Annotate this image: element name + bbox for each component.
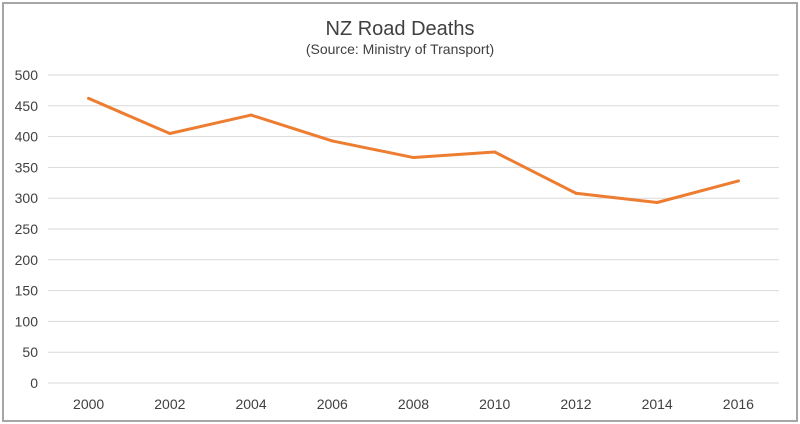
y-tick-label: 0 (30, 375, 38, 391)
y-tick-label: 400 (15, 129, 39, 145)
chart-title: NZ Road Deaths (326, 18, 475, 40)
y-tick-label: 250 (15, 221, 39, 237)
y-tick-label: 150 (15, 283, 39, 299)
chart-subtitle: (Source: Ministry of Transport) (306, 41, 494, 57)
y-tick-label: 500 (15, 67, 39, 83)
data-point (249, 113, 253, 117)
x-tick-label: 2008 (398, 396, 429, 412)
x-tick-label: 2014 (642, 396, 673, 412)
y-tick-label: 100 (15, 313, 39, 329)
gridlines (48, 74, 779, 384)
data-point (168, 132, 172, 136)
x-tick-label: 2016 (723, 396, 754, 412)
data-point (493, 150, 497, 154)
y-tick-label: 200 (15, 252, 39, 268)
y-tick-label: 300 (15, 190, 39, 206)
y-tick-label: 50 (22, 344, 38, 360)
data-point (87, 96, 91, 100)
series-layer (87, 96, 740, 205)
data-point (412, 156, 415, 160)
y-tick-label: 350 (15, 159, 39, 175)
data-point (655, 201, 659, 205)
x-tick-label: 2006 (317, 396, 348, 412)
x-tick-label: 2010 (479, 396, 510, 412)
y-axis-ticks: 0 50 100 150 200 250 300 350 400 450 500 (15, 67, 39, 391)
y-tick-label: 450 (15, 98, 39, 114)
x-tick-label: 2002 (154, 396, 185, 412)
x-tick-label: 2004 (235, 396, 266, 412)
data-point (330, 139, 334, 143)
x-tick-label: 2000 (73, 396, 104, 412)
data-point (736, 179, 740, 183)
x-tick-label: 2012 (560, 396, 591, 412)
x-axis-ticks: 2000 2002 2004 2006 2008 2010 2012 2014 2016 (73, 396, 754, 412)
data-point (574, 191, 578, 195)
series-line (87, 96, 740, 205)
